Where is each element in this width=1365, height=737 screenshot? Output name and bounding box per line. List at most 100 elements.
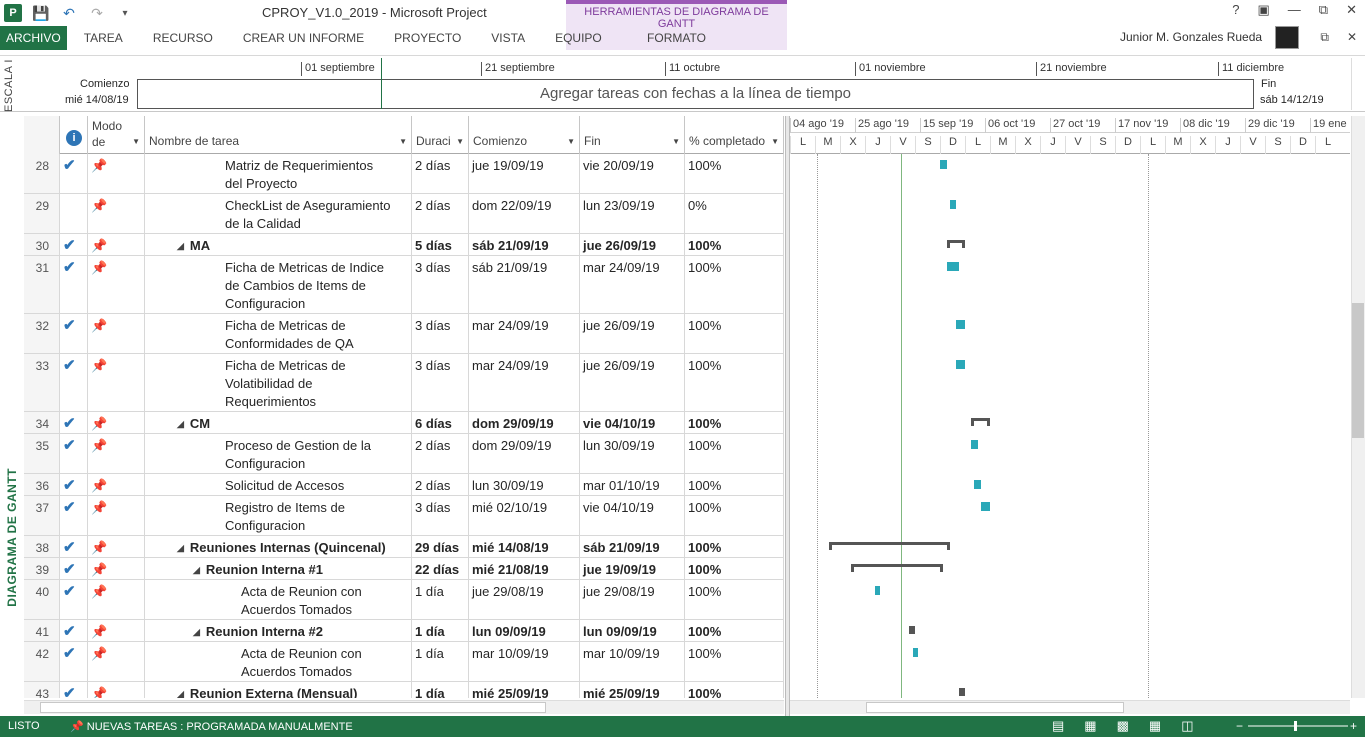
table-row[interactable]: 38 ✔ 📌 ◢ Reuniones Internas (Quincenal) 29 dí… xyxy=(24,536,784,558)
mode-cell[interactable]: 📌 xyxy=(88,474,145,495)
help-button[interactable]: ? xyxy=(1232,2,1240,17)
table-scroll-thumb[interactable] xyxy=(40,702,546,713)
close-icon[interactable]: ✕ xyxy=(1346,2,1357,17)
finish-cell[interactable]: sáb 21/09/19 xyxy=(580,536,685,557)
gantt-task-bar[interactable] xyxy=(955,320,966,329)
row-id[interactable]: 42 xyxy=(24,642,60,681)
task-name-cell[interactable]: Acta de Reunion con Acuerdos Tomados xyxy=(145,642,412,681)
table-row[interactable]: 43 ✔ 📌 ◢ Reunion Externa (Mensual) 1 día mié 2… xyxy=(24,682,784,698)
duration-header[interactable]: Duraci ▼ xyxy=(412,116,469,154)
table-row[interactable]: 29 📌 CheckList de Aseguramiento de la Calid… xyxy=(24,194,784,234)
task-name-cell[interactable]: Acta de Reunion con Acuerdos Tomados xyxy=(145,580,412,619)
pct-cell[interactable]: 100% xyxy=(685,620,784,641)
task-name-cell[interactable]: Matriz de Requerimientos del Proyecto xyxy=(145,154,412,193)
pct-cell[interactable]: 100% xyxy=(685,434,784,473)
mode-cell[interactable]: 📌 xyxy=(88,434,145,473)
chevron-down-icon[interactable]: ▼ xyxy=(672,137,680,146)
avatar[interactable] xyxy=(1275,26,1299,49)
mode-cell[interactable]: 📌 xyxy=(88,154,145,193)
task-name-cell[interactable]: ◢ MA xyxy=(145,234,412,255)
tab-recurso[interactable]: RECURSO xyxy=(152,31,213,45)
start-cell[interactable]: lun 30/09/19 xyxy=(469,474,580,495)
gantt-summary-bar[interactable] xyxy=(909,626,916,634)
duration-cell[interactable]: 3 días xyxy=(412,496,469,535)
duration-cell[interactable]: 3 días xyxy=(412,314,469,353)
status-new-tasks[interactable]: 📌 NUEVAS TAREAS : PROGRAMADA MANUALMENTE xyxy=(70,721,353,733)
collapse-triangle-icon[interactable]: ◢ xyxy=(177,689,184,698)
indicators-header[interactable]: i xyxy=(60,116,88,154)
duration-cell[interactable]: 3 días xyxy=(412,354,469,411)
gantt-task-bar[interactable] xyxy=(955,360,966,369)
task-name-cell[interactable]: ◢ Reuniones Internas (Quincenal) xyxy=(145,536,412,557)
finish-cell[interactable]: lun 30/09/19 xyxy=(580,434,685,473)
pct-cell[interactable]: 100% xyxy=(685,642,784,681)
finish-cell[interactable]: vie 04/10/19 xyxy=(580,412,685,433)
mode-cell[interactable]: 📌 xyxy=(88,314,145,353)
restore-icon[interactable]: ⧉ xyxy=(1318,2,1329,17)
finish-cell[interactable]: jue 19/09/19 xyxy=(580,558,685,579)
mode-cell[interactable]: 📌 xyxy=(88,642,145,681)
start-cell[interactable]: mié 25/09/19 xyxy=(469,682,580,698)
start-cell[interactable]: mié 02/10/19 xyxy=(469,496,580,535)
restore-ribbon-icon[interactable]: ⧉ xyxy=(1320,30,1329,44)
table-row[interactable]: 30 ✔ 📌 ◢ MA 5 días sáb 21/09/19 jue 26/09/19 100… xyxy=(24,234,784,256)
gantt-task-bar[interactable] xyxy=(949,200,956,209)
name-header[interactable]: Nombre de tarea ▼ xyxy=(145,116,412,154)
gantt-task-bar[interactable] xyxy=(980,502,990,511)
row-id[interactable]: 39 xyxy=(24,558,60,579)
start-cell[interactable]: jue 19/09/19 xyxy=(469,154,580,193)
mode-cell[interactable]: 📌 xyxy=(88,682,145,698)
duration-cell[interactable]: 1 día xyxy=(412,642,469,681)
finish-cell[interactable]: mar 24/09/19 xyxy=(580,256,685,313)
gantt-task-bar[interactable] xyxy=(940,160,947,169)
task-name-cell[interactable]: ◢ Reunion Interna #2 xyxy=(145,620,412,641)
gantt-task-bar[interactable] xyxy=(875,586,881,595)
duration-cell[interactable]: 5 días xyxy=(412,234,469,255)
mode-cell[interactable]: 📌 xyxy=(88,354,145,411)
row-id[interactable]: 28 xyxy=(24,154,60,193)
start-cell[interactable]: mar 24/09/19 xyxy=(469,354,580,411)
reports-icon[interactable]: ◫ xyxy=(1181,718,1194,733)
split-divider[interactable] xyxy=(785,116,790,716)
customize-qat-icon[interactable]: ▾ xyxy=(122,7,128,19)
duration-cell[interactable]: 29 días xyxy=(412,536,469,557)
duration-cell[interactable]: 1 día xyxy=(412,682,469,698)
task-name-cell[interactable]: Ficha de Metricas de Conformidades de QA xyxy=(145,314,412,353)
finish-cell[interactable]: vie 20/09/19 xyxy=(580,154,685,193)
tab-formato[interactable]: FORMATO xyxy=(647,31,706,45)
table-row[interactable]: 34 ✔ 📌 ◢ CM 6 días dom 29/09/19 vie 04/10/19 100… xyxy=(24,412,784,434)
task-usage-icon[interactable]: ▦ xyxy=(1084,718,1097,733)
pct-cell[interactable]: 100% xyxy=(685,234,784,255)
row-id[interactable]: 31 xyxy=(24,256,60,313)
select-all-cell[interactable] xyxy=(24,116,60,154)
zoom-slider[interactable]: − + xyxy=(1236,718,1360,734)
chevron-down-icon[interactable]: ▼ xyxy=(567,137,575,146)
gantt-task-bar[interactable] xyxy=(974,480,981,489)
collapse-triangle-icon[interactable]: ◢ xyxy=(193,627,200,637)
row-id[interactable]: 32 xyxy=(24,314,60,353)
start-cell[interactable]: sáb 21/09/19 xyxy=(469,234,580,255)
mode-cell[interactable]: 📌 xyxy=(88,620,145,641)
pct-header[interactable]: % completado ▼ xyxy=(685,116,784,154)
team-planner-icon[interactable]: ▩ xyxy=(1116,718,1129,733)
table-row[interactable]: 36 ✔ 📌 Solicitud de Accesos 2 días lun 30/09/… xyxy=(24,474,784,496)
timeline-bar[interactable]: Agregar tareas con fechas a la línea de … xyxy=(137,79,1254,109)
row-id[interactable]: 36 xyxy=(24,474,60,495)
ribbon-display-icon[interactable]: ▣ xyxy=(1257,2,1270,17)
duration-cell[interactable]: 1 día xyxy=(412,580,469,619)
finish-cell[interactable]: mar 01/10/19 xyxy=(580,474,685,495)
task-name-cell[interactable]: ◢ Reunion Interna #1 xyxy=(145,558,412,579)
finish-cell[interactable]: jue 26/09/19 xyxy=(580,234,685,255)
gantt-summary-bar[interactable] xyxy=(958,688,965,696)
gantt-summary-bar[interactable] xyxy=(946,240,966,248)
row-id[interactable]: 37 xyxy=(24,496,60,535)
collapse-triangle-icon[interactable]: ◢ xyxy=(193,565,200,575)
pct-cell[interactable]: 100% xyxy=(685,354,784,411)
task-name-cell[interactable]: ◢ Reunion Externa (Mensual) xyxy=(145,682,412,698)
table-row[interactable]: 28 ✔ 📌 Matriz de Requerimientos del Proyecto… xyxy=(24,154,784,194)
mode-cell[interactable]: 📌 xyxy=(88,256,145,313)
start-cell[interactable]: mié 21/08/19 xyxy=(469,558,580,579)
start-header[interactable]: Comienzo ▼ xyxy=(469,116,580,154)
user-name[interactable]: Junior M. Gonzales Rueda xyxy=(1120,30,1263,44)
row-id[interactable]: 30 xyxy=(24,234,60,255)
